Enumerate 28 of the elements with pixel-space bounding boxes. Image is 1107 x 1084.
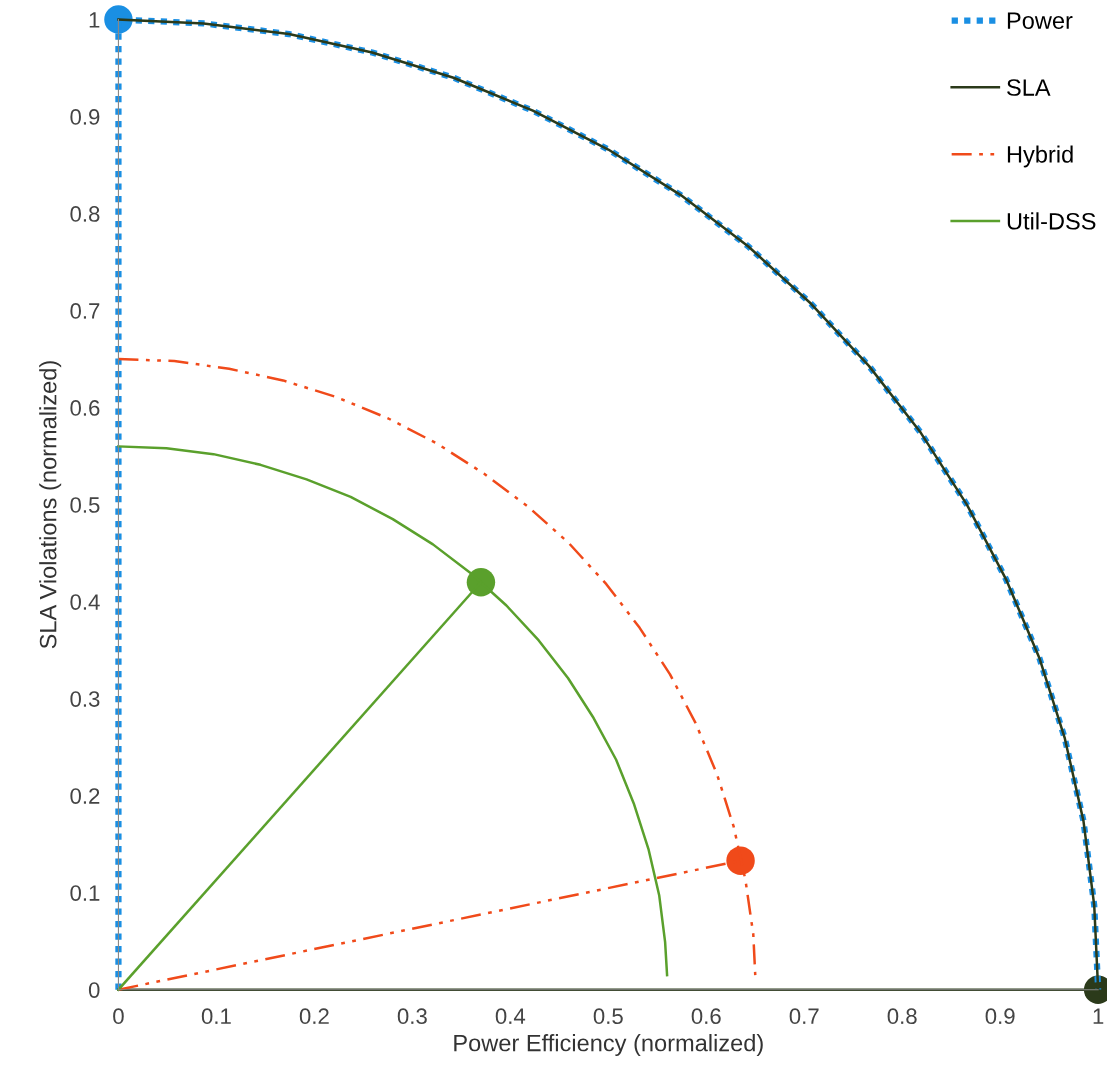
x-tick-label: 0.9 xyxy=(985,1008,1015,1025)
y-tick-label: 0.4 xyxy=(70,594,100,610)
x-axis-title: Power Efficiency (normalized) xyxy=(454,1034,763,1057)
x-tick-label: 0.5 xyxy=(593,1008,623,1025)
y-tick-label: 0.5 xyxy=(70,497,100,513)
x-tick-label: 0.8 xyxy=(887,1008,917,1025)
x-tick-label: 0.4 xyxy=(495,1008,526,1025)
x-tick-label: 0.2 xyxy=(299,1008,329,1025)
y-tick-label: 0.7 xyxy=(70,303,100,319)
legend-label: Hybrid xyxy=(1007,145,1073,168)
x-tick-label: 0.6 xyxy=(691,1008,721,1025)
y-tick-label: 0.1 xyxy=(70,885,100,901)
legend-label: SLA xyxy=(1007,79,1051,96)
y-tick-label: 0.2 xyxy=(70,788,100,804)
x-tick-label: 0 xyxy=(113,1008,124,1025)
x-tick-label: 1 xyxy=(1093,1008,1104,1024)
y-tick-label: 1 xyxy=(89,12,100,28)
y-axis-title: SLA Violations (normalized) xyxy=(39,361,62,649)
y-tick-label: 0.3 xyxy=(70,691,100,707)
y-tick-label: 0.6 xyxy=(70,400,100,416)
x-tick-label: 0.3 xyxy=(397,1008,427,1025)
legend-label: Util-DSS xyxy=(1007,212,1096,230)
y-tick-label: 0.9 xyxy=(70,109,100,125)
y-tick-label: 0.8 xyxy=(70,206,100,222)
x-tick-label: 0.1 xyxy=(201,1008,231,1025)
legend-label: Power xyxy=(1007,12,1073,29)
y-tick-label: 0 xyxy=(88,982,100,998)
x-tick-label: 0.7 xyxy=(789,1008,819,1025)
